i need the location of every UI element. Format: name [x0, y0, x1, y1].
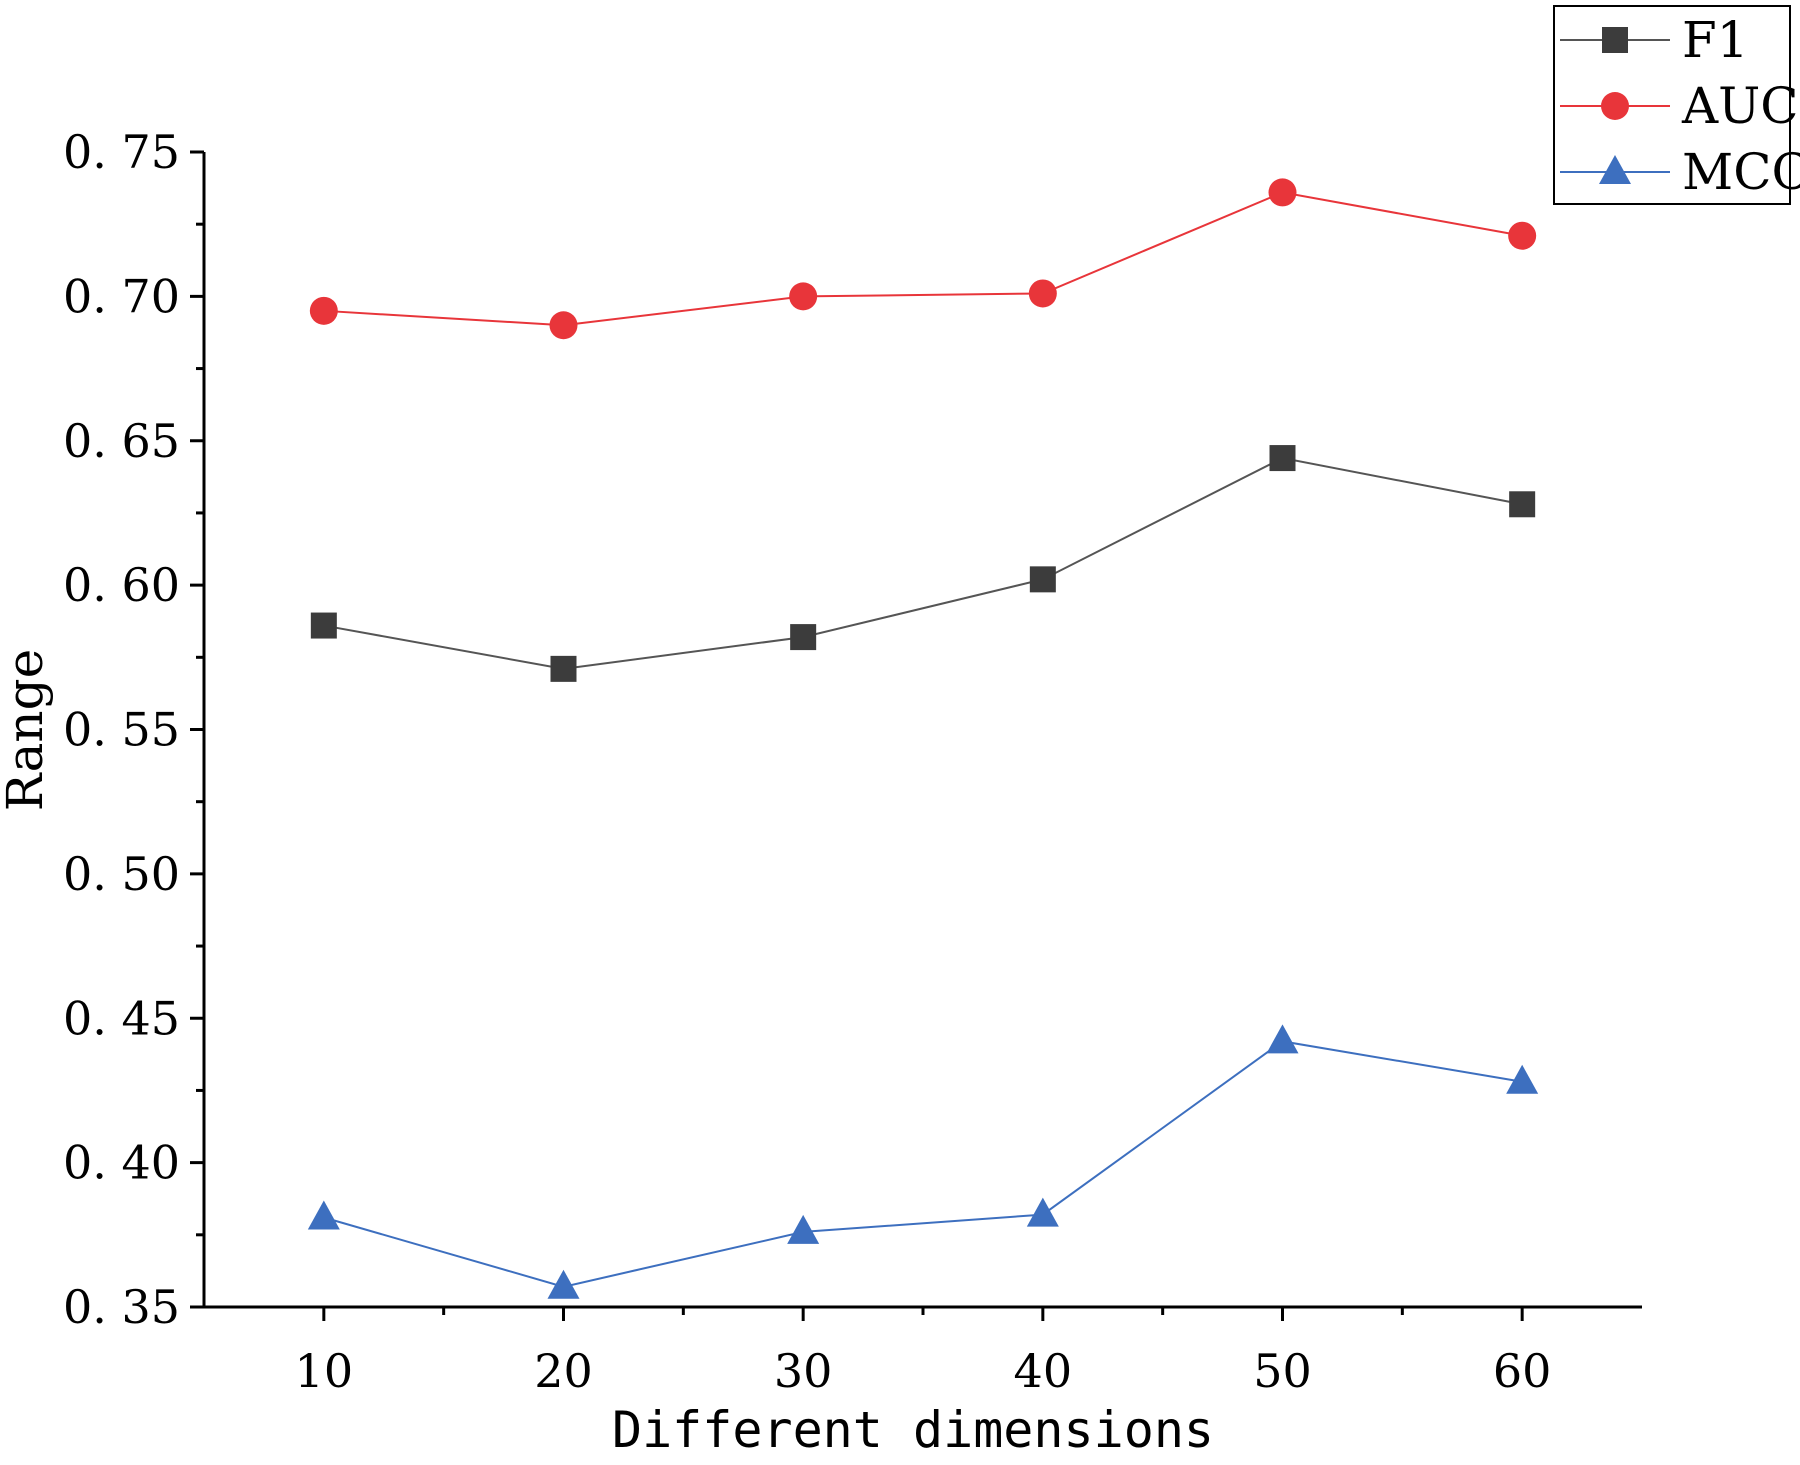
data-point-auc: [549, 311, 578, 340]
data-point-f1: [1269, 445, 1296, 472]
x-tick-label: 50: [1253, 1344, 1312, 1398]
data-point-mcc: [547, 1269, 580, 1299]
legend-marker-f1: [1602, 27, 1628, 53]
legend-label-auc: AUC: [1681, 77, 1799, 135]
x-axis-title: Different dimensions: [612, 1401, 1214, 1459]
series-line-f1: [323, 457, 1523, 670]
legend-label-mcc: MCC: [1682, 143, 1800, 201]
series-lines: [323, 191, 1523, 1288]
data-point-auc: [1028, 279, 1057, 308]
data-point-f1: [1509, 491, 1536, 518]
y-tick-label: 0. 60: [63, 558, 180, 612]
legend-marker-auc: [1601, 92, 1629, 120]
x-tick-label: 40: [1014, 1344, 1073, 1398]
series-line-auc: [323, 191, 1523, 327]
data-point-mcc: [1506, 1064, 1539, 1094]
data-point-mcc: [307, 1200, 340, 1230]
y-tick-label: 0. 35: [63, 1280, 180, 1334]
data-point-f1: [550, 655, 577, 682]
y-tick-label: 0. 65: [63, 414, 180, 468]
x-tick-label: 10: [295, 1344, 354, 1398]
y-tick-label: 0. 50: [63, 847, 180, 901]
y-tick-label: 0. 70: [63, 269, 180, 323]
legend-marker-mcc: [1599, 155, 1631, 184]
legend: F1 AUC MCC: [1553, 5, 1800, 205]
x-tick-label: 30: [774, 1344, 833, 1398]
data-point-auc: [309, 296, 338, 325]
data-point-f1: [790, 624, 817, 651]
x-tick-label: 20: [534, 1344, 593, 1398]
data-point-f1: [1029, 566, 1056, 593]
data-point-auc: [1268, 178, 1297, 207]
series-markers: [307, 178, 1539, 1299]
data-point-auc: [789, 282, 818, 311]
data-point-mcc: [1026, 1197, 1059, 1227]
data-point-mcc: [787, 1214, 820, 1244]
legend-label-f1: F1: [1682, 11, 1749, 69]
series-line-mcc: [323, 1040, 1523, 1288]
data-point-mcc: [1266, 1024, 1299, 1054]
data-point-auc: [1508, 221, 1537, 250]
y-tick-label: 0. 55: [63, 703, 180, 757]
y-tick-label: 0. 75: [63, 125, 180, 179]
y-tick-label: 0. 40: [63, 1136, 180, 1190]
y-axis-title: Range: [0, 649, 54, 811]
x-tick-label: 60: [1493, 1344, 1552, 1398]
axes: 0. 35 0. 40 0. 45 0. 50 0. 55 0. 60 0. 65 0. 70…: [63, 125, 1642, 1398]
data-point-f1: [310, 612, 337, 639]
y-tick-label: 0. 45: [63, 991, 180, 1045]
